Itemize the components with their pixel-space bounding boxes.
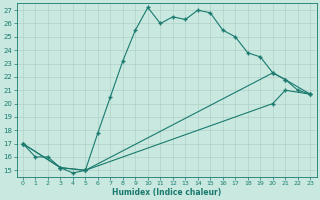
X-axis label: Humidex (Indice chaleur): Humidex (Indice chaleur) <box>112 188 221 197</box>
